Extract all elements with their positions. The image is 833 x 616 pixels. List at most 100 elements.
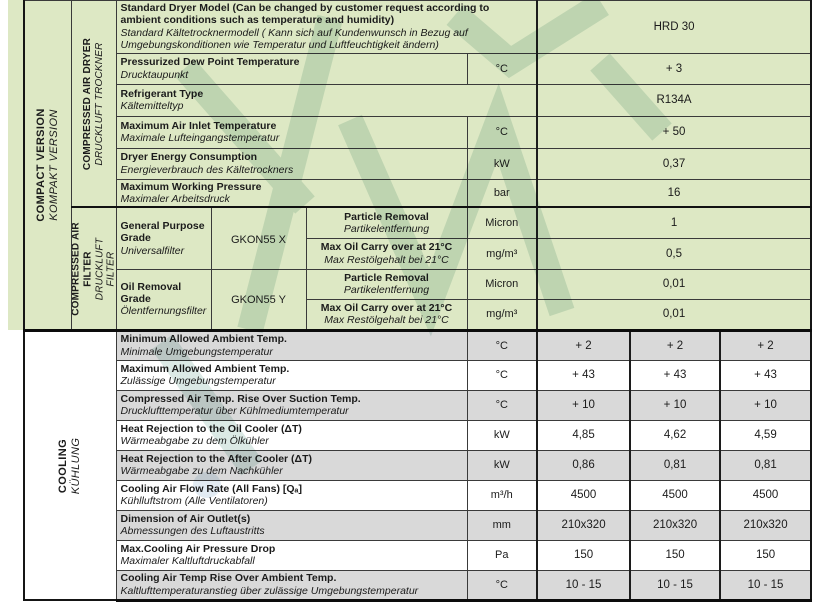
- desc-en: Maximum Working Pressure: [120, 180, 262, 193]
- desc-de: Zulässige Umgebungstemperatur: [120, 375, 276, 388]
- desc-en: Refrigerant Type: [120, 87, 204, 100]
- desc-en: Pressurized Dew Point Temperature: [120, 56, 300, 69]
- dryer-row-desc: Standard Dryer Model (Can be changed by …: [115, 0, 538, 54]
- dryer-row-desc: Maximum Air Inlet Temperature Maximale L…: [115, 115, 468, 149]
- value-cell: + 2: [719, 328, 812, 361]
- value-cell: 150: [536, 539, 631, 571]
- unit-cell: °C: [466, 115, 538, 149]
- air-dryer-de: DRUCKLUFT TROCKNER: [93, 42, 105, 166]
- desc-de: Wärmeabgabe zu dem Ölkühler: [120, 435, 269, 448]
- desc-de: Maximale Lufteingangstemperatur: [120, 132, 280, 144]
- prop-de: Partikelentfernung: [343, 223, 430, 235]
- unit-cell: m³/h: [466, 479, 538, 511]
- filter-name-cell: Oil Removal Grade Ölentfernungsfilter: [115, 268, 212, 331]
- filter-name-en: Oil Removal Grade: [120, 280, 182, 306]
- value-cell: 150: [629, 539, 721, 571]
- air-dryer-label: COMPRESSED AIR DRYER DRUCKLUFT TROCKNER: [82, 38, 106, 170]
- value-cell: + 50: [536, 115, 812, 149]
- prop-de: Max Restölgehalt bei 21°C: [324, 314, 449, 327]
- value-cell: 210x320: [629, 509, 721, 541]
- cooling-row-desc: Max.Cooling Air Pressure Drop Maximaler …: [115, 539, 468, 571]
- value-cell: 210x320: [536, 509, 631, 541]
- compact-version-en: COMPACT VERSION: [34, 108, 47, 222]
- air-filter-de: DRUCKLUFT FILTER: [93, 237, 116, 300]
- value-cell: + 2: [536, 328, 631, 361]
- filter-model: GKON55 Y: [231, 294, 286, 307]
- value-cell: + 3: [536, 52, 812, 85]
- desc-de: Energieverbrauch des Kältetrockners: [120, 163, 294, 176]
- section-label-air-filter: COMPRESSED AIR FILTER DRUCKLUFT FILTER: [70, 206, 117, 331]
- desc-de: Abmessungen des Luftaustritts: [120, 525, 265, 538]
- unit-cell: Micron: [466, 206, 538, 239]
- desc-en: Standard Dryer Model (Can be changed by …: [120, 2, 490, 27]
- cooling-row-desc: Cooling Air Temp Rise Over Ambient Temp.…: [115, 569, 468, 602]
- desc-de: Drucktaupunkt: [120, 68, 189, 81]
- unit-cell: kW: [466, 449, 538, 481]
- value-cell: + 43: [719, 359, 812, 391]
- cooling-row-desc: Heat Rejection to the Oil Cooler (ΔT) Wä…: [115, 419, 468, 451]
- filter-name-en: General Purpose Grade: [120, 219, 205, 245]
- air-filter-en: COMPRESSED AIR FILTER: [71, 221, 93, 316]
- section-label-air-dryer: COMPRESSED AIR DRYER DRUCKLUFT TROCKNER: [70, 0, 117, 208]
- unit-cell: kW: [466, 147, 538, 180]
- cooling-label: COOLING KÜHLUNG: [57, 437, 83, 494]
- prop-en: Max Oil Carry over at 21°C: [320, 301, 453, 314]
- compact-version-de: KOMPAKT VERSION: [47, 109, 60, 221]
- value-cell: 0,01: [536, 298, 812, 331]
- unit-cell: bar: [466, 178, 538, 208]
- filter-name-de: Universalfilter: [120, 244, 185, 257]
- filter-model: GKON55 X: [230, 233, 287, 246]
- desc-en: Max.Cooling Air Pressure Drop: [120, 542, 276, 555]
- filter-name-cell: General Purpose Grade Universalfilter: [115, 206, 212, 270]
- filter-name-de: Ölentfernungsfilter: [120, 305, 207, 318]
- cooling-row-desc: Minimum Allowed Ambient Temp. Minimale U…: [115, 328, 468, 361]
- unit-cell: °C: [466, 359, 538, 391]
- section-label-cooling: COOLING KÜHLUNG: [23, 328, 117, 601]
- cooling-row-desc: Heat Rejection to the After Cooler (ΔT) …: [115, 449, 468, 481]
- unit-cell: mg/m³: [466, 298, 538, 331]
- unit-cell: °C: [466, 389, 538, 421]
- spec-table-wrap: COMPACT VERSION KOMPAKT VERSION COMPRESS…: [23, 0, 813, 602]
- value-cell: 4,62: [629, 419, 721, 451]
- unit-cell: mg/m³: [466, 237, 538, 270]
- value-cell: 10 - 15: [629, 569, 721, 602]
- value-cell: 10 - 15: [536, 569, 631, 602]
- prop-en: Particle Removal: [344, 271, 429, 284]
- value-cell: + 10: [719, 389, 812, 421]
- desc-de: Kältemitteltyp: [120, 100, 184, 112]
- value-cell: 210x320: [719, 509, 812, 541]
- value-cell: + 10: [629, 389, 721, 421]
- value-cell: + 10: [536, 389, 631, 421]
- unit-cell: °C: [466, 569, 538, 602]
- value-cell: 0,37: [536, 147, 812, 180]
- desc-en: Compressed Air Temp. Rise Over Suction T…: [120, 392, 361, 405]
- value-cell: 0,86: [536, 449, 631, 481]
- value-cell: R134A: [536, 83, 812, 117]
- desc-en: Cooling Air Flow Rate (All Fans) [Qₐ]: [120, 482, 302, 495]
- value-cell: 4500: [629, 479, 721, 511]
- spec-table: COMPACT VERSION KOMPAKT VERSION COMPRESS…: [23, 0, 813, 602]
- desc-en: Minimum Allowed Ambient Temp.: [120, 333, 287, 346]
- unit-cell: °C: [466, 52, 538, 85]
- value-cell: 16: [536, 178, 812, 208]
- desc-de: Drucklufttemperatur über Kühlmediumtempe…: [120, 405, 349, 418]
- section-label-compact-version: COMPACT VERSION KOMPAKT VERSION: [23, 0, 72, 331]
- value-cell: 0,81: [629, 449, 721, 481]
- value-cell: HRD 30: [536, 0, 812, 54]
- green-margin-strip: [8, 0, 24, 330]
- desc-de: Maximaler Kaltluftdruckabfall: [120, 555, 255, 568]
- compact-version-label: COMPACT VERSION KOMPAKT VERSION: [35, 108, 61, 221]
- unit-cell: Pa: [466, 539, 538, 571]
- cooling-de: KÜHLUNG: [70, 437, 83, 494]
- filter-model-cell: GKON55 X: [210, 206, 307, 270]
- value-cell: 4,85: [536, 419, 631, 451]
- value-cell: 10 - 15: [719, 569, 812, 602]
- cooling-en: COOLING: [57, 438, 70, 493]
- value-cell: + 43: [629, 359, 721, 391]
- cooling-row-desc: Compressed Air Temp. Rise Over Suction T…: [115, 389, 468, 421]
- unit-cell: °C: [466, 328, 538, 361]
- value-cell: 1: [536, 206, 812, 239]
- filter-prop-cell: Particle Removal Partikelentfernung: [305, 206, 468, 239]
- cooling-row-desc: Dimension of Air Outlet(s) Abmessungen d…: [115, 509, 468, 541]
